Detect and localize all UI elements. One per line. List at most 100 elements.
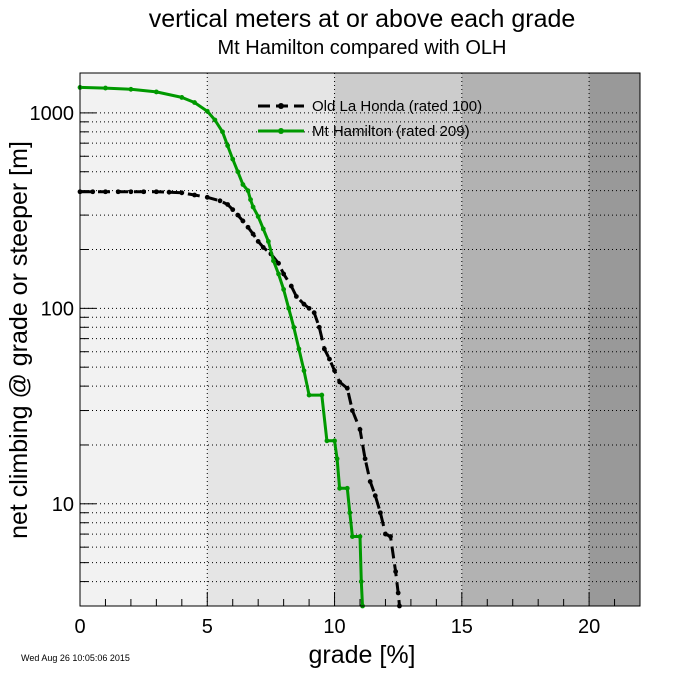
background-bands	[80, 73, 640, 606]
legend-marker-1	[278, 128, 284, 134]
series-1-point-5	[192, 100, 197, 105]
series-1-point-9	[225, 143, 231, 149]
series-1-point-27	[319, 392, 325, 398]
x-tick-label-0: 0	[74, 616, 85, 638]
series-0-point-3	[115, 189, 121, 195]
series-1-point-11	[235, 169, 241, 175]
x-tick-label-10: 10	[323, 616, 345, 638]
series-0-point-43	[395, 590, 401, 596]
series-1-point-20	[276, 271, 281, 277]
series-1-point-30	[334, 456, 340, 462]
series-1-point-2	[128, 86, 134, 92]
series-0-point-38	[372, 493, 378, 499]
series-0-point-17	[250, 231, 256, 237]
series-1-point-18	[265, 239, 271, 244]
series-0-point-31	[332, 368, 337, 374]
series-0-point-4	[128, 189, 134, 195]
series-0-point-10	[204, 194, 210, 200]
series-1-point-4	[179, 95, 185, 100]
series-1-point-26	[306, 392, 312, 398]
series-1-point-8	[220, 129, 225, 135]
series-1-point-28	[324, 438, 330, 444]
series-1-point-25	[301, 368, 307, 374]
series-1-point-32	[344, 485, 350, 491]
series-0-point-13	[230, 207, 236, 213]
background-band-2	[334, 73, 462, 606]
x-tick-label-15: 15	[451, 616, 473, 638]
series-1-point-24	[296, 346, 302, 352]
series-0-point-23	[288, 283, 294, 289]
series-1-point-22	[286, 305, 292, 311]
x-tick-label-5: 5	[202, 616, 213, 638]
series-1-point-14	[248, 197, 253, 203]
series-0-point-24	[293, 294, 299, 299]
series-0-point-32	[337, 379, 343, 385]
y-tick-label-10: 10	[52, 494, 74, 516]
series-0-point-19	[260, 245, 266, 250]
legend-marker-0	[278, 103, 284, 109]
series-0-point-5	[141, 189, 147, 195]
series-1-point-33	[347, 510, 353, 516]
background-band-0	[80, 73, 208, 606]
series-0-point-22	[281, 271, 287, 277]
x-tick-label-20: 20	[578, 616, 600, 638]
series-1-point-15	[250, 204, 256, 210]
y-tick-label-100: 100	[41, 298, 74, 320]
series-1-point-12	[240, 182, 246, 187]
series-1-point-1	[103, 85, 108, 91]
legend: Old La Honda (rated 100) Mt Hamilton (rat…	[258, 98, 482, 140]
series-group	[77, 85, 402, 609]
background-band-4	[589, 73, 640, 606]
series-0-point-1	[90, 189, 96, 195]
series-1-point-34	[349, 534, 355, 539]
series-0-point-25	[301, 301, 307, 307]
series-0-point-42	[393, 569, 399, 574]
series-0-point-35	[357, 427, 363, 432]
series-0-point-12	[225, 202, 231, 207]
series-1-point-7	[212, 117, 218, 123]
series-0-point-33	[344, 385, 350, 391]
series-0-point-8	[179, 190, 185, 196]
series-1-point-31	[337, 485, 343, 491]
series-0-point-18	[255, 239, 261, 244]
timestamp: Wed Aug 26 10:05:06 2015	[21, 653, 130, 663]
series-0-point-14	[235, 212, 241, 218]
series-0-point-27	[311, 310, 317, 316]
tick-labels: 0 5 10 15 20 10 100 1000	[30, 103, 601, 638]
background-band-1	[207, 73, 335, 606]
background-band-3	[461, 73, 590, 606]
series-1-point-10	[230, 156, 236, 162]
chart-subtitle: Mt Hamilton compared with OLH	[218, 37, 507, 59]
chart-title: vertical meters at or above each grade	[149, 5, 576, 33]
series-0-point-16	[245, 224, 251, 230]
legend-label-0: Old La Honda (rated 100)	[312, 98, 482, 115]
series-1-point-29	[332, 438, 337, 444]
series-1-point-35	[357, 534, 363, 539]
series-1-point-21	[281, 287, 287, 292]
series-0-point-21	[276, 260, 281, 266]
series-1-point-19	[271, 258, 276, 264]
series-0-point-2	[103, 189, 108, 195]
series-0-point-39	[377, 510, 383, 516]
series-0-point-7	[166, 189, 172, 195]
series-0-point-40	[383, 531, 388, 537]
series-1-point-6	[204, 108, 210, 114]
series-1-point-13	[245, 188, 251, 194]
series-0-point-41	[388, 534, 393, 539]
series-0-point-29	[321, 346, 327, 352]
series-0-point-30	[327, 356, 332, 362]
axis-ticks	[79, 112, 641, 607]
series-0-point-36	[362, 456, 368, 462]
series-1-point-36	[358, 579, 364, 584]
series-1-point-17	[260, 226, 266, 232]
y-axis-label: net climbing @ grade or steeper [m]	[5, 141, 33, 539]
series-1-point-16	[255, 214, 261, 219]
x-axis-label: grade [%]	[308, 641, 415, 669]
legend-label-1: Mt Hamilton (rated 209)	[312, 123, 470, 140]
series-0-point-34	[349, 408, 355, 413]
series-0-point-26	[306, 305, 312, 311]
series-1-point-23	[291, 324, 297, 330]
series-0-point-28	[316, 324, 322, 330]
series-0-point-11	[217, 198, 223, 204]
